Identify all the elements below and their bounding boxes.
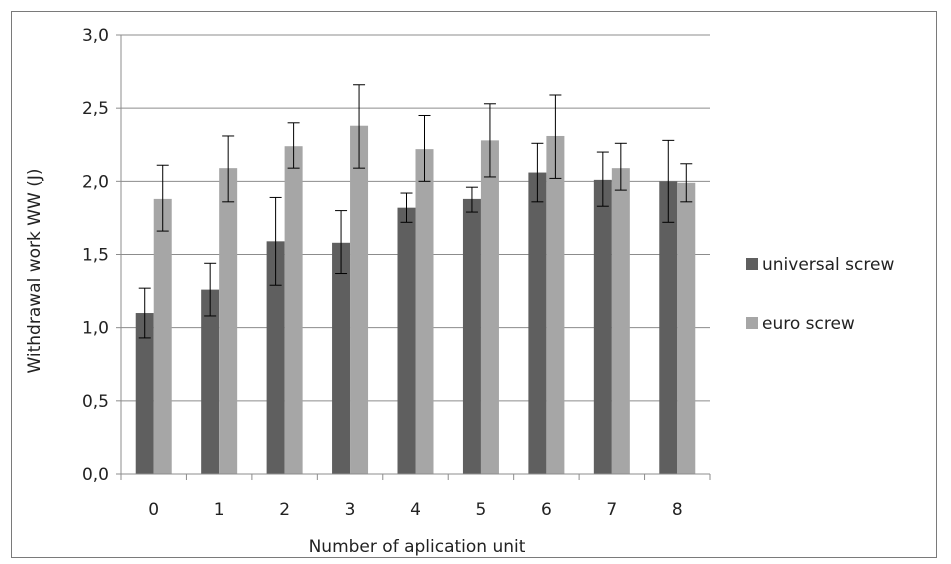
y-tick-label: 3,0	[82, 26, 109, 46]
legend-label: euro screw	[762, 314, 855, 334]
chart-canvas: 0,0 0,5 1,0 1,5 2,0 2,5 3,0 0 1 2 3 4 5 6 7 8 Withdraw…	[25, 26, 894, 557]
bar-euro-screw-6	[546, 135, 565, 474]
error-bar	[465, 186, 478, 213]
bar-universal-screw-7	[593, 179, 612, 474]
y-tick-labels: 0,0 0,5 1,0 1,5 2,0 2,5 3,0	[82, 26, 109, 485]
y-tick-label: 1,5	[82, 246, 109, 266]
x-tick-label: 8	[672, 500, 683, 520]
bar-euro-screw-4	[415, 149, 434, 474]
legend-swatch	[746, 317, 758, 329]
x-tick-label: 4	[410, 500, 421, 520]
error-bar	[418, 114, 431, 182]
bars	[135, 125, 696, 475]
y-tick-label: 2,0	[82, 172, 109, 192]
x-tick-label: 2	[279, 500, 290, 520]
y-axis-title: Withdrawal work WW (J)	[25, 168, 45, 373]
bar-euro-screw-1	[219, 168, 238, 474]
error-bar	[156, 164, 169, 232]
x-tick-label: 3	[345, 500, 356, 520]
error-bar	[222, 135, 235, 203]
error-bar	[287, 122, 300, 169]
bar-euro-screw-2	[284, 146, 303, 475]
error-bar	[614, 142, 627, 191]
legend: universal screw euro screw	[746, 255, 894, 334]
bar-universal-screw-6	[528, 172, 547, 474]
y-tick-label: 0,5	[82, 392, 109, 412]
x-tick-label: 1	[214, 500, 225, 520]
bar-universal-screw-1	[201, 289, 220, 474]
legend-item: universal screw	[746, 255, 894, 275]
error-bar	[138, 287, 151, 339]
bar-euro-screw-5	[480, 140, 499, 475]
axes	[116, 34, 711, 480]
error-bar	[204, 262, 217, 317]
x-tick-label: 7	[606, 500, 617, 520]
legend-item: euro screw	[746, 314, 855, 334]
legend-swatch	[746, 258, 758, 270]
error-bar	[400, 192, 413, 223]
bar-universal-screw-2	[266, 241, 285, 474]
bar-euro-screw-8	[677, 182, 696, 474]
bar-universal-screw-4	[397, 207, 416, 474]
y-tick-label: 2,5	[82, 99, 109, 119]
chart-frame: 0,0 0,5 1,0 1,5 2,0 2,5 3,0 0 1 2 3 4 5 6 7 8 Withdraw…	[11, 11, 937, 558]
y-tick-label: 1,0	[82, 319, 109, 339]
x-tick-labels: 0 1 2 3 4 5 6 7 8	[148, 500, 682, 520]
error-bar	[353, 84, 366, 169]
bar-universal-screw-8	[659, 181, 678, 475]
bar-universal-screw-0	[135, 313, 154, 474]
error-bar	[596, 151, 609, 207]
error-bar	[269, 196, 282, 286]
x-axis-title: Number of aplication unit	[309, 537, 526, 557]
legend-label: universal screw	[762, 255, 894, 275]
y-tick-label: 0,0	[82, 465, 109, 485]
error-bar	[549, 94, 562, 179]
error-bars	[138, 84, 693, 339]
bar-euro-screw-0	[153, 198, 172, 475]
error-bar	[662, 139, 675, 223]
bar-euro-screw-3	[350, 125, 369, 474]
error-bar	[531, 142, 544, 203]
bar-euro-screw-7	[611, 168, 630, 474]
x-tick-label: 6	[541, 500, 552, 520]
error-bar	[483, 103, 496, 178]
x-tick-label: 0	[148, 500, 159, 520]
x-tick-label: 5	[476, 500, 487, 520]
bar-universal-screw-5	[462, 198, 481, 475]
error-bar	[680, 163, 693, 203]
bar-universal-screw-3	[332, 242, 351, 474]
error-bar	[335, 210, 348, 275]
